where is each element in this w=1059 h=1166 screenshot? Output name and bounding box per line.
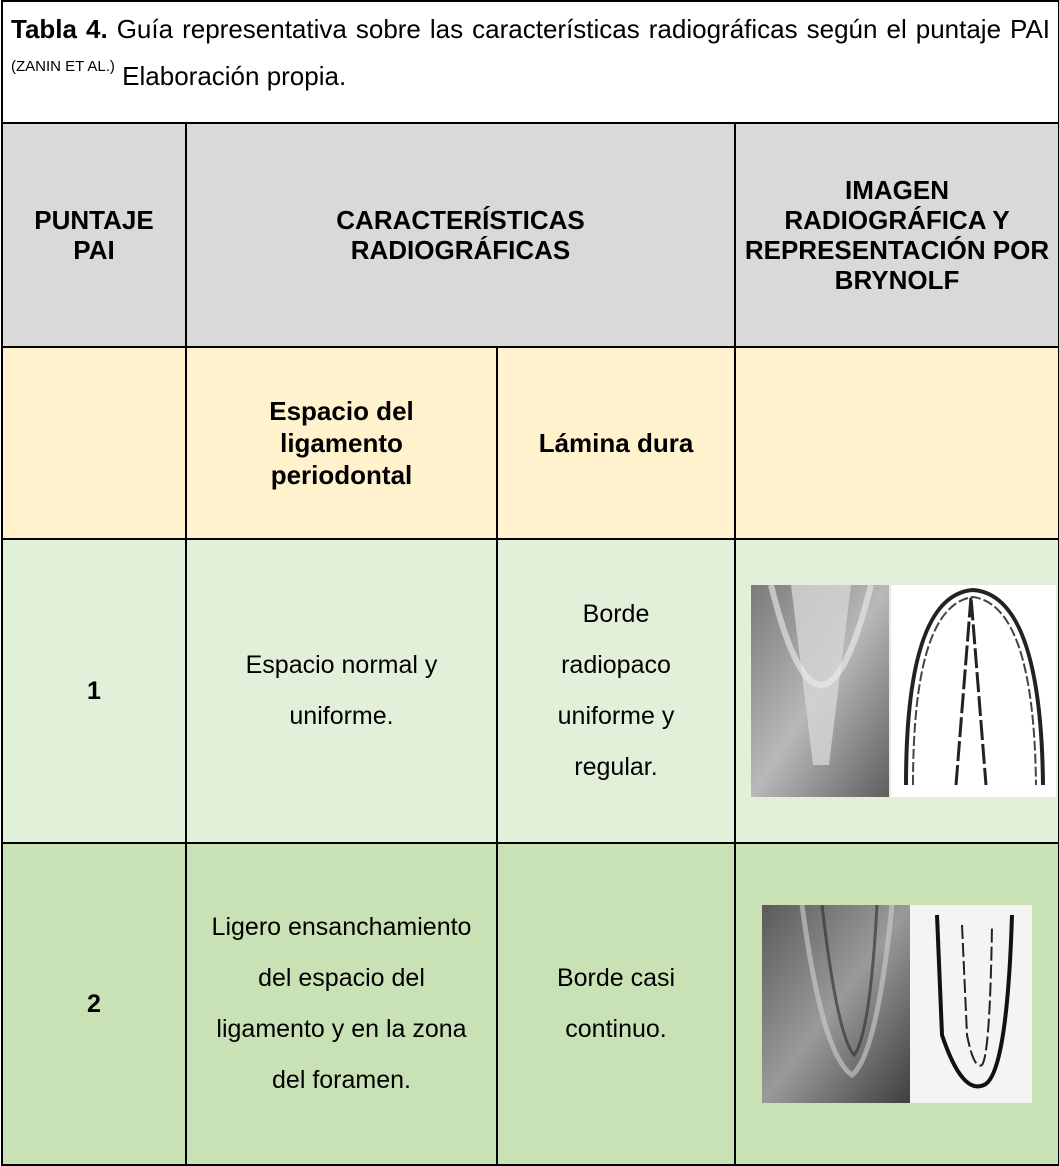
ligament-text: Ligero ensanchamiento del espacio del li… bbox=[211, 913, 472, 1094]
caption: Tabla 4. Guía representativa sobre las c… bbox=[0, 0, 1059, 124]
radiograph-figure bbox=[751, 585, 1056, 797]
header-text: PUNTAJE PAI bbox=[34, 205, 154, 265]
image-cell bbox=[733, 842, 1059, 1166]
header-text: IMAGEN RADIOGRÁFICA Y REPRESENTACIÓN POR… bbox=[744, 175, 1050, 295]
lamina-text: Borde casi continuo. bbox=[556, 964, 676, 1043]
empty-cell bbox=[1, 346, 187, 540]
subheader-row: Espacio del ligamento periodontal Lámina… bbox=[1, 346, 1059, 540]
lamina-cell: Borde casi continuo. bbox=[496, 842, 736, 1166]
ligament-cell: Espacio normal y uniforme. bbox=[185, 538, 498, 844]
caption-label: Tabla 4. bbox=[11, 14, 108, 44]
score-cell: 1 bbox=[1, 538, 187, 844]
subheader-text: Espacio del ligamento periodontal bbox=[269, 396, 414, 490]
header-text: CARACTERÍSTICAS RADIOGRÁFICAS bbox=[336, 205, 585, 265]
score-cell: 2 bbox=[1, 842, 187, 1166]
header-cell: PUNTAJE PAI bbox=[1, 122, 187, 348]
header-cell: CARACTERÍSTICAS RADIOGRÁFICAS bbox=[185, 122, 736, 348]
subheader-cell: Lámina dura bbox=[496, 346, 736, 540]
empty-cell bbox=[733, 346, 1059, 540]
ligament-cell: Ligero ensanchamiento del espacio del li… bbox=[185, 842, 498, 1166]
table-row: 2 Ligero ensanchamiento del espacio del … bbox=[1, 842, 1059, 1166]
subheader-text: Lámina dura bbox=[538, 428, 694, 458]
lamina-text: Borde radiopaco uniforme y regular. bbox=[557, 600, 675, 781]
caption-row: Tabla 4. Guía representativa sobre las c… bbox=[0, 0, 1059, 124]
caption-note: Elaboración propia. bbox=[122, 61, 347, 91]
caption-superscript: (ZANIN ET AL.) bbox=[11, 58, 115, 75]
image-cell bbox=[733, 538, 1059, 844]
ligament-text: Espacio normal y uniforme. bbox=[245, 651, 438, 730]
header-cell: IMAGEN RADIOGRÁFICA Y REPRESENTACIÓN POR… bbox=[733, 122, 1059, 348]
score: 2 bbox=[87, 989, 101, 1018]
header-row: PUNTAJE PAI CARACTERÍSTICAS RADIOGRÁFICA… bbox=[1, 122, 1059, 348]
lamina-cell: Borde radiopaco uniforme y regular. bbox=[496, 538, 736, 844]
radiograph-figure bbox=[762, 905, 1033, 1103]
subheader-cell: Espacio del ligamento periodontal bbox=[185, 346, 498, 540]
caption-text: Guía representativa sobre las caracterís… bbox=[116, 14, 1051, 44]
table-row: 1 Espacio normal y uniforme. Borde radio… bbox=[1, 538, 1059, 844]
score: 1 bbox=[87, 676, 101, 705]
